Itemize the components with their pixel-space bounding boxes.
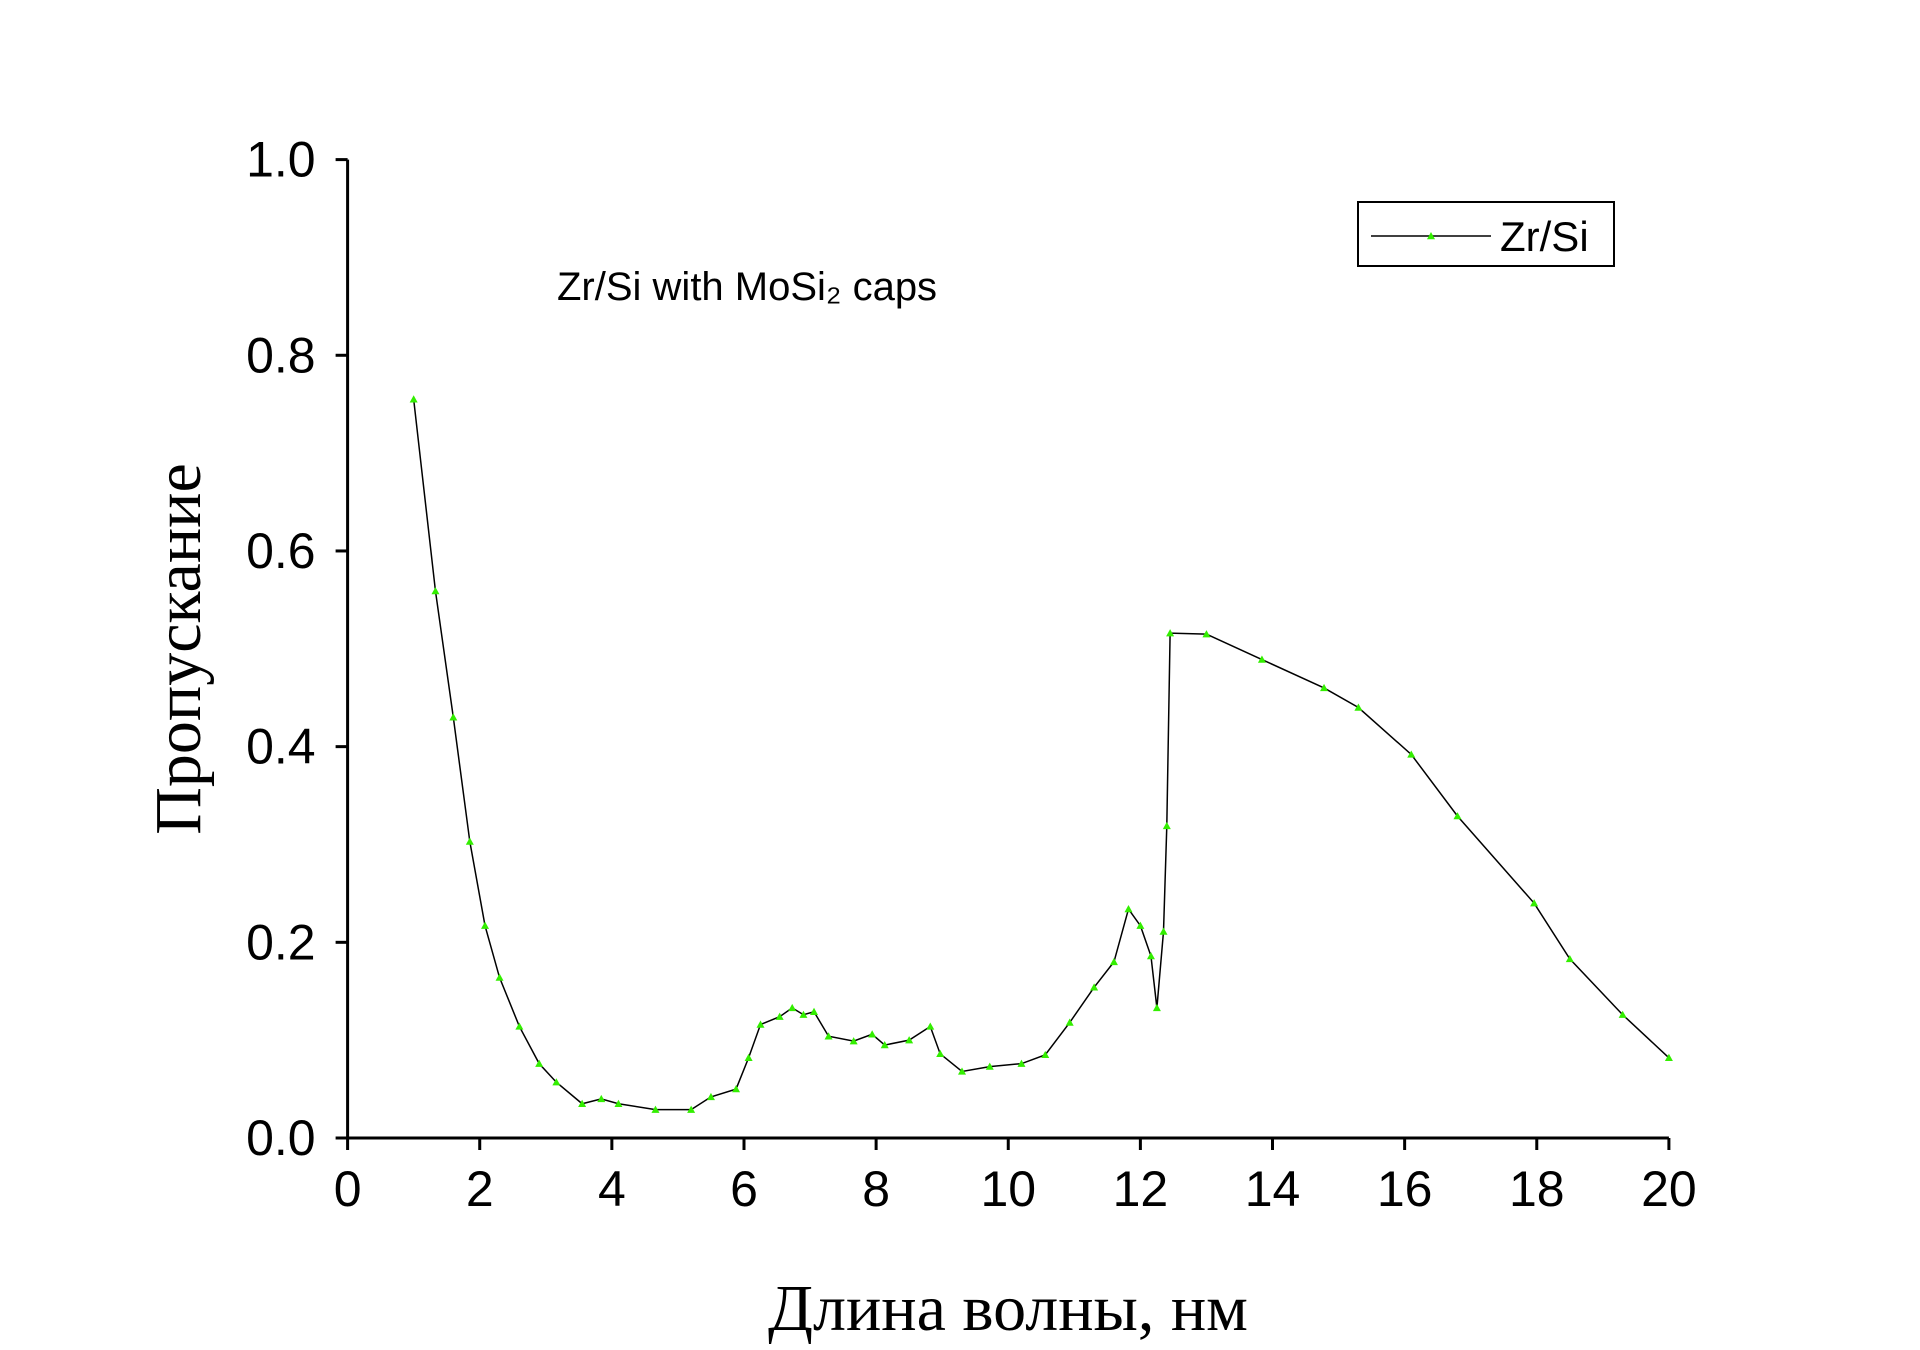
y-tick-label: 0.8	[246, 327, 316, 383]
x-tick-label: 0	[334, 1161, 362, 1217]
point	[1407, 750, 1416, 758]
point	[1041, 1050, 1050, 1059]
point	[651, 1105, 660, 1113]
point	[1257, 655, 1266, 663]
point	[552, 1078, 561, 1086]
point	[775, 1012, 784, 1020]
legend-box	[1357, 201, 1615, 267]
y-tick-label: 0.4	[246, 719, 316, 775]
point	[732, 1085, 741, 1093]
point	[1109, 957, 1118, 966]
point	[706, 1092, 715, 1101]
point	[1124, 905, 1133, 913]
point	[905, 1036, 914, 1044]
point	[868, 1030, 877, 1038]
point	[1202, 630, 1211, 638]
point	[1146, 952, 1155, 960]
point	[535, 1059, 544, 1067]
x-tick-label: 12	[1113, 1161, 1169, 1217]
point	[1453, 812, 1462, 820]
x-tick-label: 6	[730, 1161, 758, 1217]
point	[1159, 927, 1168, 935]
point	[597, 1094, 606, 1103]
point	[1664, 1053, 1673, 1061]
point	[788, 1003, 797, 1012]
point	[1618, 1010, 1627, 1018]
point	[495, 973, 504, 981]
y-tick-label: 1.0	[246, 132, 316, 188]
point	[958, 1067, 967, 1075]
point	[1166, 629, 1175, 637]
series-line	[412, 399, 1670, 1111]
point	[1530, 899, 1539, 907]
point	[849, 1037, 858, 1045]
point	[1017, 1059, 1026, 1067]
point	[1565, 954, 1574, 963]
point	[1065, 1018, 1074, 1026]
point	[1152, 1003, 1161, 1012]
point	[926, 1022, 935, 1030]
point	[449, 713, 458, 721]
point	[431, 587, 440, 595]
point	[824, 1032, 833, 1040]
point	[687, 1105, 696, 1113]
point	[799, 1010, 808, 1018]
legend-label: Zr/Si	[1500, 213, 1589, 260]
point	[614, 1099, 623, 1107]
legend-marker	[1427, 232, 1435, 240]
point	[1090, 983, 1099, 991]
point	[481, 921, 490, 929]
y-tick-label: 0.2	[246, 914, 316, 970]
point	[1320, 683, 1329, 692]
x-tick-label: 16	[1377, 1161, 1433, 1217]
x-tick-label: 20	[1641, 1161, 1697, 1217]
point	[985, 1062, 994, 1070]
x-tick-label: 8	[862, 1161, 890, 1217]
x-tick-label: 18	[1509, 1161, 1565, 1217]
y-axis-label: Пропускание	[142, 463, 215, 835]
point	[1136, 921, 1145, 929]
point	[810, 1007, 819, 1015]
point	[744, 1053, 753, 1061]
point	[756, 1020, 765, 1028]
x-axis-label: Длина волны, нм	[768, 1272, 1248, 1345]
x-tick-label: 10	[980, 1161, 1036, 1217]
point	[936, 1049, 945, 1058]
x-tick-label: 2	[466, 1161, 494, 1217]
point	[1162, 821, 1171, 830]
point	[409, 395, 418, 403]
annotation: Zr/Si with MoSi₂ caps	[557, 265, 937, 309]
point	[465, 837, 474, 845]
x-tick-label: 4	[598, 1161, 626, 1217]
point	[880, 1041, 889, 1049]
x-tick-label: 14	[1245, 1161, 1301, 1217]
point	[515, 1022, 524, 1030]
y-tick-label: 0.6	[246, 523, 316, 579]
point	[578, 1099, 587, 1107]
point	[1354, 703, 1363, 711]
y-tick-label: 0.0	[246, 1110, 316, 1166]
